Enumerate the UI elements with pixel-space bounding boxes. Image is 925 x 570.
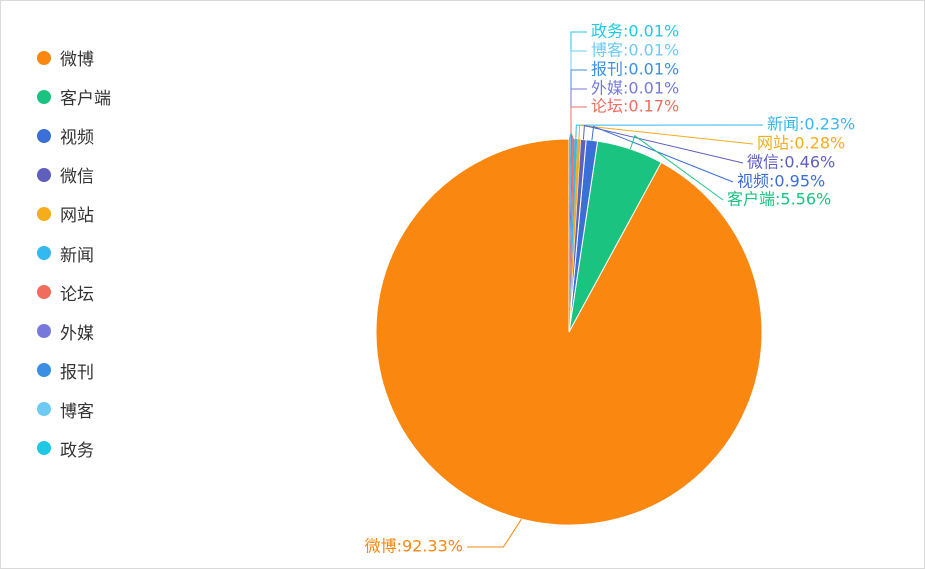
label-leader-line [467,518,522,548]
legend-item[interactable]: 报刊 [37,351,111,390]
legend-item[interactable]: 论坛 [37,273,111,312]
legend-item[interactable]: 外媒 [37,312,111,351]
slice-label: 视频:0.95% [737,172,825,191]
legend-item[interactable]: 网站 [37,194,111,233]
legend-marker [37,324,51,339]
legend-label: 报刊 [60,362,94,383]
slice-label: 微博:92.33% [365,537,463,556]
label-leader-line [575,124,764,140]
chart-legend: 微博客户端视频微信网站新闻论坛外媒报刊博客政务 [37,38,111,468]
legend-marker [37,363,51,378]
legend-label: 视频 [60,128,94,149]
legend-marker [37,246,51,261]
pie-slice[interactable] [569,139,575,332]
slice-label: 论坛:0.17% [591,97,679,116]
slice-label: 报刊:0.01% [591,60,679,79]
pie-slice[interactable] [569,139,581,332]
slice-label: 外媒:0.01% [591,79,679,98]
label-leader-line [591,125,734,183]
slice-label: 网站:0.28% [757,134,845,153]
label-leader-line [568,31,587,140]
legend-label: 博客 [60,401,94,422]
legend-label: 微信 [60,167,94,188]
slice-label: 政务:0.01% [591,22,679,41]
legend-marker [37,128,51,143]
legend-label: 微博 [60,50,94,71]
legend-marker [37,50,51,65]
legend-marker [37,167,51,182]
legend-item[interactable]: 视频 [37,116,111,155]
legend-label: 网站 [60,206,94,227]
legend-marker [37,285,51,300]
legend-item[interactable]: 微博 [37,38,111,77]
pie-slice[interactable] [569,139,578,332]
pie-slices [375,138,763,526]
pie-slice[interactable] [569,139,572,332]
pie-slice[interactable] [569,139,573,332]
legend-label: 政务 [60,440,94,461]
legend-item[interactable]: 政务 [37,429,111,468]
label-leader-line [570,106,587,140]
legend-item[interactable]: 微信 [37,155,111,194]
slice-label: 微信:0.46% [747,153,835,172]
legend-marker [37,89,51,104]
legend-item[interactable]: 新闻 [37,233,111,272]
legend-marker [37,441,51,456]
label-leader-line [582,124,744,164]
legend-label: 外媒 [60,323,94,344]
slice-label: 新闻:0.23% [767,115,855,134]
legend-label: 论坛 [60,284,94,305]
slice-label: 博客:0.01% [591,41,679,60]
legend-item[interactable]: 博客 [37,390,111,429]
legend-label: 新闻 [60,245,94,266]
legend-marker [37,206,51,221]
slice-labels: 新闻:0.23%网站:0.28%微信:0.46%视频:0.95%客户端:5.56… [365,22,856,556]
pie-slice[interactable] [569,139,571,332]
slice-label: 客户端:5.56% [727,190,831,209]
legend-label: 客户端 [60,89,111,110]
label-leader-line [629,134,724,201]
pie-slice[interactable] [569,139,570,332]
label-leader-line [578,124,754,145]
legend-marker [37,402,51,417]
legend-item[interactable]: 客户端 [37,77,111,116]
